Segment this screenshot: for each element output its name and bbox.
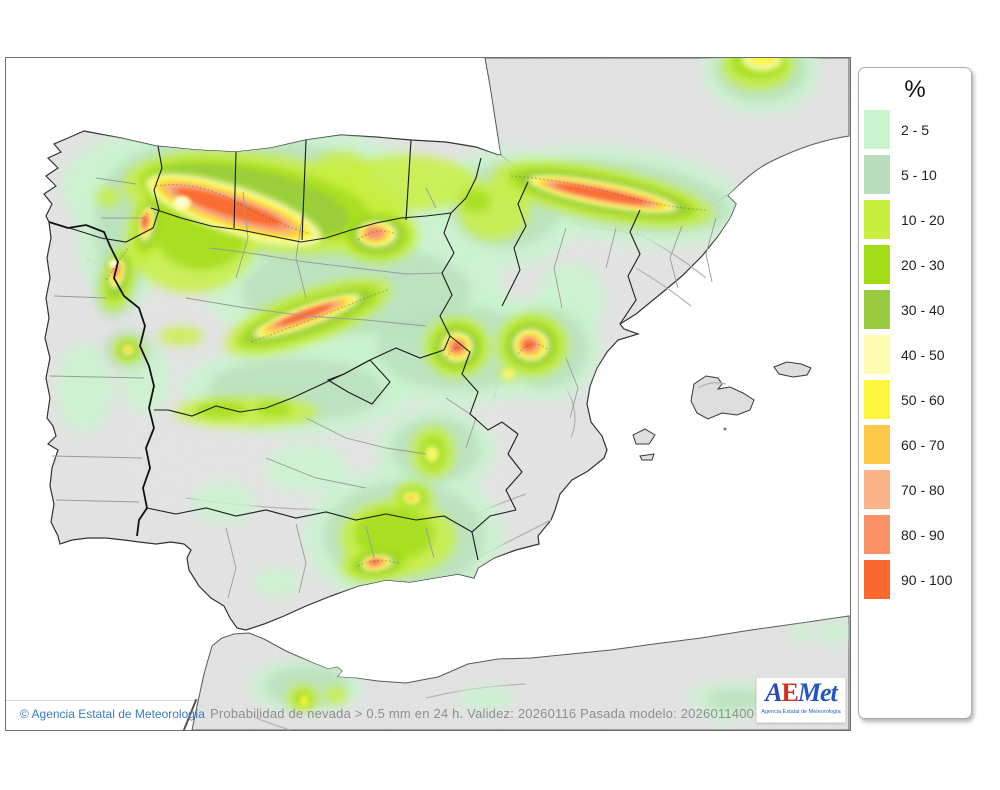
legend-row: 20 - 30	[864, 245, 971, 284]
legend-swatch	[864, 200, 890, 239]
legend-swatch	[864, 245, 890, 284]
legend-label: 10 - 20	[901, 211, 945, 228]
legend-row: 50 - 60	[864, 380, 971, 419]
legend-row: 40 - 50	[864, 335, 971, 374]
legend-label: 50 - 60	[901, 391, 945, 408]
band-90-100	[142, 184, 646, 564]
legend-label: 40 - 50	[901, 346, 945, 363]
footer-bar	[6, 700, 198, 730]
legend-row: 80 - 90	[864, 515, 971, 554]
legend-swatch	[864, 470, 890, 509]
legend-label: 30 - 40	[901, 301, 945, 318]
logo-subtitle: Agencia Estatal de Meteorología	[761, 709, 841, 715]
legend-swatch	[864, 290, 890, 329]
legend-row: 2 - 5	[864, 110, 971, 149]
legend-swatch	[864, 515, 890, 554]
balearic-islands	[632, 361, 812, 461]
legend-row: 5 - 10	[864, 155, 971, 194]
legend-label: 80 - 90	[901, 526, 945, 543]
region-boundaries	[48, 139, 641, 561]
footer-info-text: Probabilidad de nevada > 0.5 mm en 24 h.…	[210, 706, 755, 721]
legend-row: 90 - 100	[864, 560, 971, 599]
legend-row: 10 - 20	[864, 200, 971, 239]
legend-rows: 2 - 5 5 - 10 10 - 20 20 - 30 30 - 40 40 …	[859, 110, 971, 599]
legend-swatch	[864, 425, 890, 464]
logo-letter-e: E	[781, 678, 799, 707]
legend-panel: % 2 - 5 5 - 10 10 - 20 20 - 30 30 - 40 4…	[858, 67, 972, 719]
logo-letter-a: A	[765, 678, 782, 707]
legend-swatch	[864, 155, 890, 194]
landmasses	[43, 58, 850, 730]
legend-row: 70 - 80	[864, 470, 971, 509]
legend-label: 60 - 70	[901, 436, 945, 453]
legend-label: 20 - 30	[901, 256, 945, 273]
legend-swatch	[864, 560, 890, 599]
legend-swatch	[864, 380, 890, 419]
legend-label: 90 - 100	[901, 571, 953, 588]
map-panel: © Agencia Estatal de Meteorología Probab…	[5, 57, 851, 732]
aemet-logo: AEMet Agencia Estatal de Meteorología	[756, 677, 846, 723]
legend-swatch	[864, 110, 890, 149]
legend-row: 60 - 70	[864, 425, 971, 464]
logo-wordmark: AEMet	[757, 678, 845, 708]
copyright-text: © Agencia Estatal de Meteorología	[20, 707, 205, 721]
legend-title: %	[904, 76, 926, 103]
map-canvas	[6, 58, 850, 730]
portugal-border	[48, 221, 155, 537]
logo-letters-met: Met	[797, 678, 838, 707]
legend-swatch	[864, 335, 890, 374]
legend-label: 70 - 80	[901, 481, 945, 498]
legend-label: 5 - 10	[901, 166, 937, 183]
legend-row: 30 - 40	[864, 290, 971, 329]
province-boundaries	[49, 177, 717, 599]
probability-field	[56, 58, 849, 724]
legend-label: 2 - 5	[901, 121, 930, 138]
